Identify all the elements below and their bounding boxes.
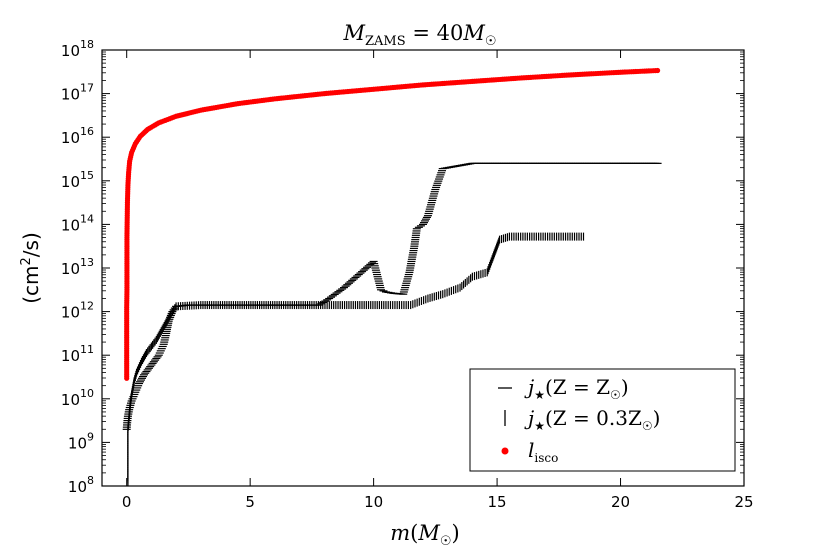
x-axis-label: m(M☉): [390, 521, 460, 549]
y-tick-label: 1017: [61, 82, 94, 104]
x-tick-label: 10: [364, 493, 383, 511]
legend-box: [469, 368, 736, 472]
y-tick-label: 1011: [61, 343, 94, 365]
plot-frame: [101, 49, 745, 487]
series-l_isco: [124, 67, 661, 381]
y-tick-label: 1010: [61, 387, 94, 409]
data-point: [654, 67, 661, 74]
y-tick-label: 1016: [61, 125, 94, 147]
legend: j★(Z = Z☉) j★(Z = 0.3Z☉) lisco: [469, 368, 736, 472]
x-tick-label: 15: [488, 493, 507, 511]
legend-label-solar: j★(Z = Z☉): [524, 375, 629, 402]
y-tick-label: 1015: [61, 169, 94, 191]
y-tick-label: 108: [68, 474, 94, 496]
axis-ticks: 0 5 10 15 20 25108109101010111012101310141015…: [61, 38, 754, 511]
y-axis-label: (cm2/s): [19, 232, 43, 304]
x-tick-label: 0: [122, 493, 132, 511]
y-tick-label: 1014: [61, 212, 94, 234]
series-j_star_03solar: [127, 232, 585, 486]
y-tick-label: 109: [68, 430, 94, 452]
chart-title: MZAMS = 40M☉: [343, 21, 497, 49]
legend-marker-dot: [501, 447, 509, 455]
x-tick-label: 20: [611, 493, 630, 511]
legend-label-isco: lisco: [528, 438, 558, 465]
legend-label-03solar: j★(Z = 0.3Z☉): [524, 406, 660, 433]
series-layer: [122, 67, 662, 486]
y-tick-label: 1013: [61, 256, 94, 278]
x-tick-label: 25: [734, 493, 753, 511]
x-tick-label: 5: [245, 493, 255, 511]
y-tick-label: 1012: [61, 300, 94, 322]
y-tick-label: 1018: [61, 38, 94, 60]
